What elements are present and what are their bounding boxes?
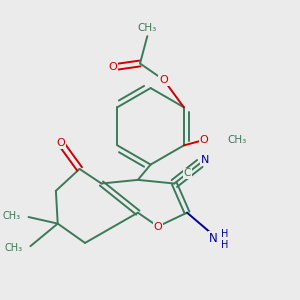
Text: O: O <box>154 221 162 232</box>
Text: CH₃: CH₃ <box>2 211 21 220</box>
Text: CH₃: CH₃ <box>4 243 22 253</box>
Text: H: H <box>221 229 229 239</box>
Text: O: O <box>200 135 208 145</box>
Text: O: O <box>159 75 168 85</box>
Text: O: O <box>108 62 117 72</box>
Text: N: N <box>209 232 218 245</box>
Text: H: H <box>221 240 229 250</box>
Text: C: C <box>183 169 191 178</box>
Text: CH₃: CH₃ <box>138 22 157 32</box>
Text: N: N <box>201 155 209 165</box>
Text: CH₃: CH₃ <box>227 135 247 145</box>
Text: O: O <box>56 138 64 148</box>
